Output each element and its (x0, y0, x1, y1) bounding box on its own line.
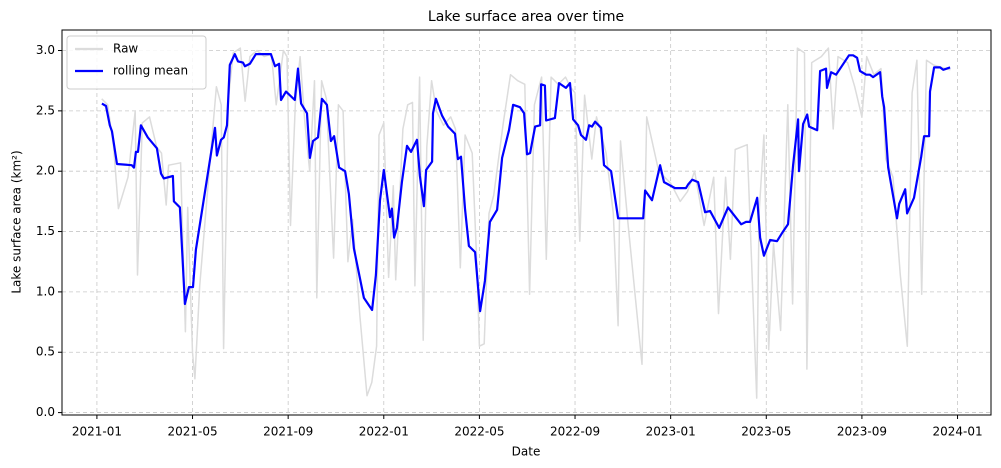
x-tick-label: 2021-05 (167, 425, 217, 439)
plot-frame (61, 29, 992, 416)
x-tick-label: 2023-01 (646, 425, 696, 439)
x-tick-label: 2022-09 (550, 425, 600, 439)
x-tick-label: 2022-05 (454, 425, 504, 439)
legend-label: rolling mean (113, 64, 188, 78)
x-axis-label: Date (512, 445, 541, 459)
x-tick-label: 2024-01 (932, 425, 982, 439)
x-tick-label: 2023-05 (741, 425, 791, 439)
x-tick-label: 2023-09 (837, 425, 887, 439)
x-tick-label: 2022-01 (359, 425, 409, 439)
x-tick-label: 2021-09 (263, 425, 313, 439)
y-tick-label: 0.0 (36, 405, 55, 419)
x-tick-label: 2021-01 (72, 425, 122, 439)
chart-title: Lake surface area over time (428, 9, 624, 25)
y-tick-label: 0.5 (36, 345, 55, 359)
y-tick-label: 2.0 (36, 164, 55, 178)
y-axis-label: Lake surface area (km²) (10, 150, 24, 293)
y-tick-label: 3.0 (36, 43, 55, 57)
y-tick-label: 2.5 (36, 103, 55, 117)
series-line (101, 53, 951, 313)
y-tick-label: 1.5 (36, 224, 55, 238)
legend-label: Raw (113, 42, 138, 56)
y-tick-label: 1.0 (36, 284, 55, 298)
